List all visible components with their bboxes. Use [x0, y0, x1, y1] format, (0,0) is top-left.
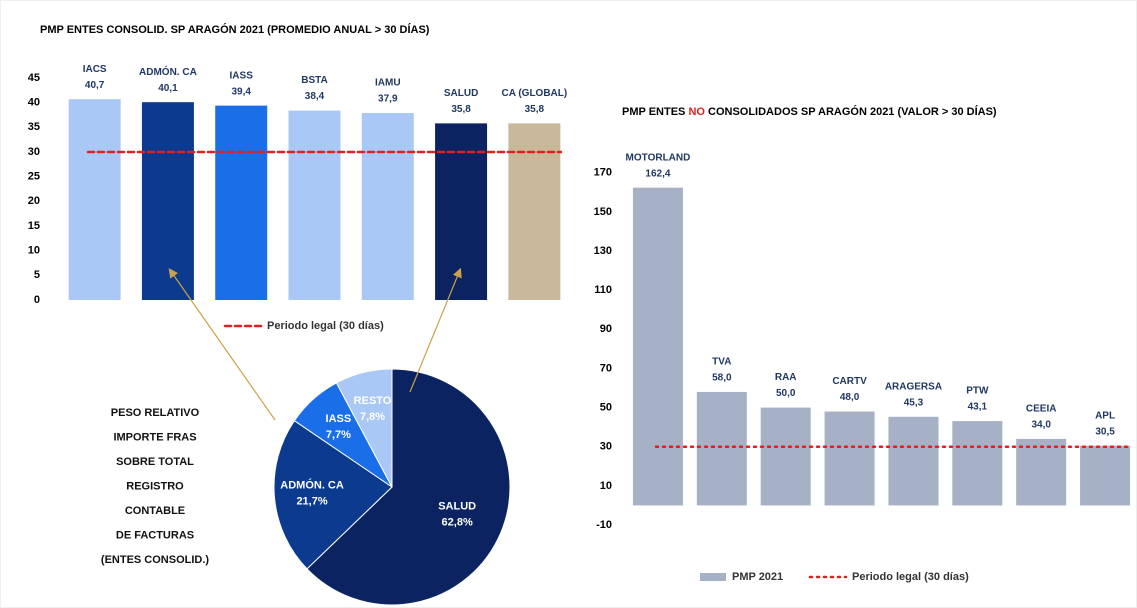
value-label: 58,0: [712, 373, 732, 384]
pie-slice: [273, 419, 393, 570]
category-label: RAA: [775, 372, 797, 383]
category-label: APL: [1095, 410, 1115, 421]
y-tick-label: 20: [28, 195, 40, 207]
y-tick-label: 150: [594, 206, 612, 218]
y-tick-label: 90: [600, 323, 612, 335]
y-tick-label: 30: [600, 441, 612, 453]
y-tick-label: 5: [34, 269, 40, 281]
bar: [696, 391, 747, 506]
y-tick-label: -10: [596, 519, 612, 531]
y-tick-label: 30: [28, 146, 40, 158]
slice-label: ADMÓN. CA: [280, 479, 344, 492]
bar: [1016, 438, 1067, 506]
category-label: SALUD: [444, 88, 478, 99]
value-label: 37,9: [378, 94, 398, 105]
y-tick-label: 130: [594, 245, 612, 257]
slice-value: 7,7%: [326, 429, 351, 441]
legend-label: Periodo legal (30 días): [267, 320, 384, 332]
slice-value: 62,8%: [442, 517, 473, 529]
pie-title: CONTABLE: [125, 505, 185, 517]
y-tick-label: 170: [594, 167, 612, 179]
y-tick-label: 40: [28, 97, 40, 109]
y-tick-label: 10: [600, 480, 612, 492]
slice-label: SALUD: [438, 501, 476, 513]
category-label: IASS: [230, 70, 254, 81]
value-label: 50,0: [776, 388, 796, 399]
category-label: CEEIA: [1026, 404, 1057, 415]
value-label: 38,4: [305, 91, 325, 102]
value-label: 40,1: [158, 83, 178, 94]
bar: [760, 407, 811, 506]
slice-value: 21,7%: [296, 496, 327, 508]
pie-title: SOBRE TOTAL: [116, 456, 194, 468]
title-part: PMP ENTES: [622, 106, 688, 118]
pie-slice: [306, 368, 511, 606]
pie-slice: [335, 368, 393, 488]
y-tick-label: 50: [600, 402, 612, 414]
y-tick-label: 0: [34, 294, 40, 306]
pie-title: REGISTRO: [126, 480, 184, 492]
pie-title: IMPORTE FRAS: [113, 431, 196, 443]
y-tick-label: 10: [28, 245, 40, 257]
title-part: CONSOLIDADOS SP ARAGÓN 2021 (VALOR > 30 …: [705, 105, 997, 118]
slice-label: IASS: [326, 413, 352, 425]
category-label: ADMÓN. CA: [139, 65, 197, 78]
y-tick-label: 70: [600, 362, 612, 374]
bar: [141, 102, 194, 300]
y-tick-label: 35: [28, 121, 40, 133]
pie-title: (ENTES CONSOLID.): [101, 554, 210, 566]
category-label: CARTV: [832, 376, 867, 387]
chart-title: PMP ENTES CONSOLID. SP ARAGÓN 2021 (PROM…: [40, 23, 430, 36]
value-label: 34,0: [1031, 420, 1051, 431]
category-label: MOTORLAND: [626, 152, 691, 163]
legend-label: PMP 2021: [732, 571, 783, 583]
legend-swatch: [700, 573, 726, 581]
category-label: CA (GLOBAL): [501, 88, 567, 99]
bar: [215, 105, 268, 300]
value-label: 35,8: [451, 104, 471, 115]
bar: [632, 187, 683, 506]
pie-title: DE FACTURAS: [116, 529, 194, 541]
slice-label: RESTO: [354, 395, 392, 407]
y-tick-label: 45: [28, 72, 40, 84]
bar: [361, 113, 414, 300]
bar: [68, 99, 121, 300]
value-label: 48,0: [840, 392, 860, 403]
value-label: 45,3: [904, 397, 924, 408]
bar: [824, 411, 875, 506]
category-label: PTW: [966, 386, 989, 397]
category-label: BSTA: [301, 75, 327, 86]
arrow: [168, 268, 276, 421]
chart-title: PMP ENTES NO CONSOLIDADOS SP ARAGÓN 2021…: [622, 105, 997, 118]
category-label: IAMU: [375, 78, 401, 89]
value-label: 43,1: [968, 402, 988, 413]
bar: [888, 416, 939, 506]
bar: [508, 123, 561, 301]
bar: [288, 110, 341, 300]
slice-value: 7,8%: [360, 411, 385, 423]
pie-title: PESO RELATIVO: [111, 407, 200, 419]
legend-label: Periodo legal (30 días): [852, 571, 969, 583]
y-tick-label: 15: [28, 220, 40, 232]
y-tick-label: 110: [594, 284, 612, 296]
category-label: ARAGERSA: [885, 381, 942, 392]
y-tick-label: 25: [28, 171, 40, 183]
value-label: 30,5: [1095, 426, 1115, 437]
category-label: IACS: [83, 64, 107, 75]
category-label: TVA: [712, 357, 731, 368]
value-label: 162,4: [645, 168, 670, 179]
arrow: [409, 267, 462, 393]
bar: [435, 123, 488, 301]
bar: [1080, 445, 1131, 506]
value-label: 40,7: [85, 80, 105, 91]
value-label: 39,4: [231, 86, 251, 97]
bar: [952, 421, 1003, 506]
title-part: NO: [688, 106, 705, 118]
value-label: 35,8: [525, 104, 545, 115]
